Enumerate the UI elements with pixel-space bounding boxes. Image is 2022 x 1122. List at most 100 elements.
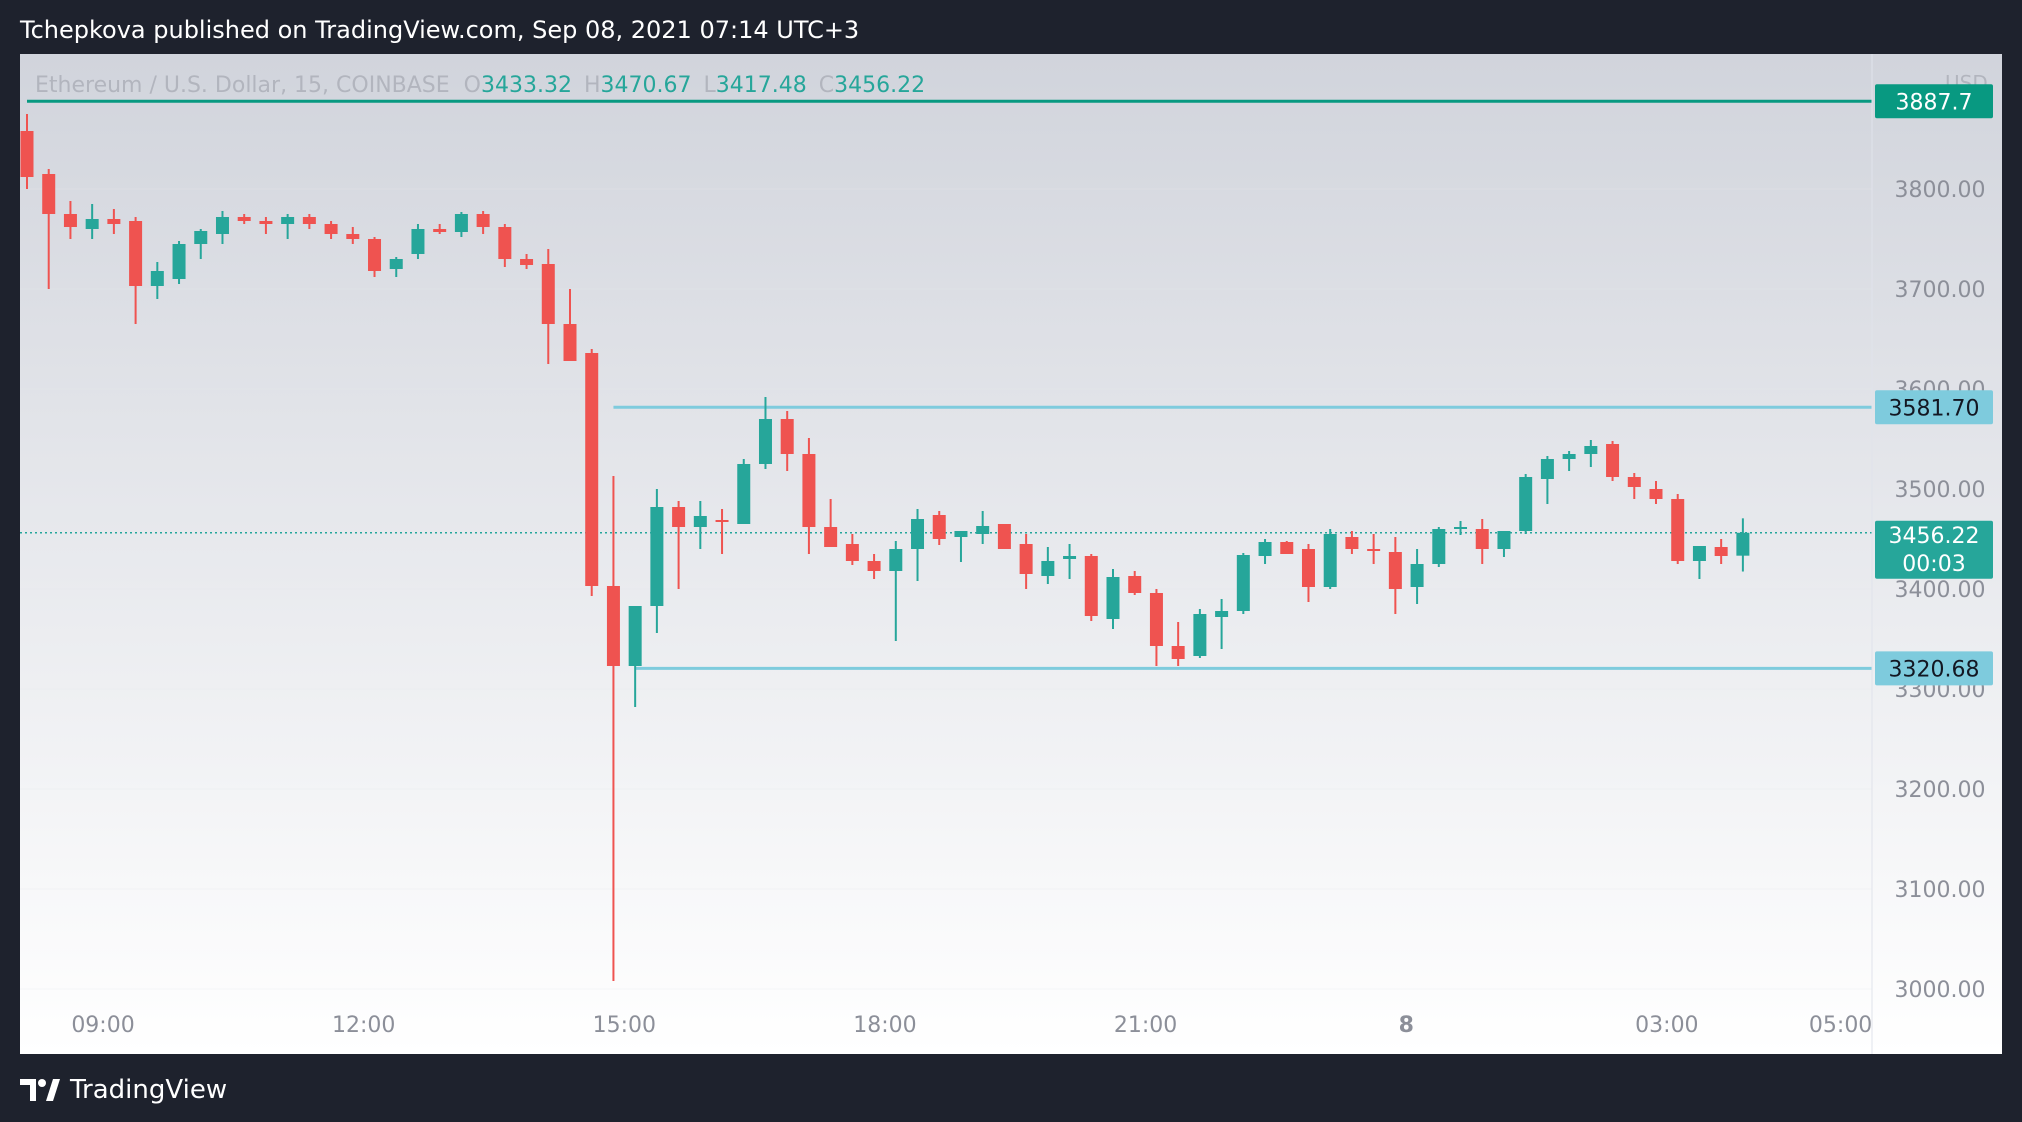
time-tick-label: 18:00 bbox=[853, 1013, 916, 1038]
candle-body bbox=[1084, 556, 1098, 616]
candle-body bbox=[389, 259, 403, 269]
price-tick-label: 3700.00 bbox=[1895, 278, 1986, 303]
time-tick-label: 09:00 bbox=[71, 1013, 134, 1038]
candle-body bbox=[1171, 646, 1185, 659]
price-tick-label: 3200.00 bbox=[1895, 778, 1986, 803]
symbol-title: Ethereum / U.S. Dollar, 15, COINBASE bbox=[35, 73, 450, 98]
candle-body bbox=[867, 561, 881, 571]
candle-body bbox=[1584, 446, 1598, 454]
price-tick-label: 3400.00 bbox=[1895, 578, 1986, 603]
candle-body bbox=[1627, 477, 1641, 487]
candle-body bbox=[1714, 547, 1728, 556]
candle-body bbox=[1540, 459, 1554, 479]
candle-body bbox=[1128, 576, 1142, 593]
candle-body bbox=[802, 454, 816, 527]
candle-body bbox=[215, 217, 229, 234]
candle-body bbox=[932, 515, 946, 539]
candle-body bbox=[1367, 549, 1381, 551]
ohlc-key: O bbox=[464, 73, 481, 98]
candle-body bbox=[129, 221, 143, 286]
candle-body bbox=[433, 229, 447, 232]
candle-body bbox=[1671, 499, 1685, 561]
time-tick-label: 8 bbox=[1399, 1013, 1414, 1038]
level-badge-label: 3581.70 bbox=[1889, 396, 1980, 421]
grid bbox=[20, 188, 1872, 990]
candle-body bbox=[1649, 489, 1663, 499]
candle-body bbox=[194, 231, 208, 244]
level-badge-label: 3887.7 bbox=[1896, 90, 1973, 115]
candle-body bbox=[1019, 544, 1033, 574]
candle-body bbox=[1454, 527, 1468, 529]
candle-body bbox=[563, 324, 577, 361]
chart-container[interactable]: 3000.00 3100.00 3200.00 3300.00 3400.00 3500.… bbox=[20, 54, 2002, 1054]
level-badge bbox=[1875, 84, 1993, 119]
time-tick-label: 03:00 bbox=[1635, 1013, 1698, 1038]
candle-body bbox=[172, 244, 186, 279]
candle-body bbox=[302, 217, 316, 224]
price-badges: 3887.7 3581.70 3320.68 3456.22 00:03 bbox=[1875, 84, 1993, 686]
candle-body bbox=[476, 214, 490, 227]
time-tick-label: 05:00 bbox=[1809, 1013, 1872, 1038]
candle-body bbox=[1041, 561, 1055, 576]
price-axis[interactable]: 3000.003100.003200.003300.003400.003500.… bbox=[1895, 178, 1986, 1003]
candle-body bbox=[1258, 542, 1272, 556]
horizontal-levels[interactable] bbox=[27, 99, 1872, 670]
candle-body bbox=[237, 217, 251, 221]
candle-body bbox=[672, 507, 686, 527]
level-badge bbox=[1875, 651, 1993, 686]
level-badge bbox=[1875, 390, 1993, 425]
tradingview-logo-icon bbox=[20, 1079, 60, 1101]
candle-body bbox=[1692, 546, 1706, 561]
candle-body bbox=[411, 229, 425, 254]
candle-body bbox=[1106, 577, 1120, 619]
candle-body bbox=[954, 531, 968, 537]
ohlc-value: 3433.32 bbox=[481, 73, 572, 98]
ohlc-key: C bbox=[819, 73, 834, 98]
bar-countdown-label: 00:03 bbox=[1902, 552, 1965, 577]
candle-body bbox=[1280, 542, 1294, 554]
candle-body bbox=[1432, 529, 1446, 564]
ohlc-value: 3470.67 bbox=[601, 73, 692, 98]
candle-body bbox=[997, 524, 1011, 549]
footer-brand[interactable]: TradingView bbox=[20, 1070, 227, 1110]
candle-body bbox=[976, 526, 990, 534]
candle-body bbox=[63, 214, 77, 227]
candle-body bbox=[368, 239, 382, 271]
time-axis[interactable]: 09:00 12:00 15:00 18:00 21:00 8 03:00 05:00 bbox=[71, 1013, 1872, 1038]
candle-body bbox=[498, 227, 512, 259]
ohlc-value: 3456.22 bbox=[834, 73, 925, 98]
candle-body bbox=[889, 549, 903, 571]
candlestick-chart[interactable]: 3000.003100.003200.003300.003400.003500.… bbox=[20, 54, 2002, 1054]
candle-body bbox=[259, 221, 273, 224]
candle-body bbox=[346, 234, 360, 239]
candle-body bbox=[1562, 454, 1576, 459]
candle-body bbox=[780, 419, 794, 454]
ohlc-value: 3417.48 bbox=[716, 73, 807, 98]
candle-body bbox=[1236, 555, 1250, 611]
candle-body bbox=[1193, 614, 1207, 656]
candle-body bbox=[1519, 477, 1533, 531]
candle-body bbox=[1149, 593, 1163, 646]
candle-body bbox=[845, 544, 859, 561]
level-badge-label: 3320.68 bbox=[1889, 657, 1980, 682]
ohlc-key: L bbox=[704, 73, 717, 98]
price-tick-label: 3800.00 bbox=[1895, 178, 1986, 203]
candle-body bbox=[541, 264, 555, 324]
time-tick-label: 15:00 bbox=[593, 1013, 656, 1038]
candle-body bbox=[693, 516, 707, 527]
candle-body bbox=[628, 606, 642, 666]
candle-body bbox=[824, 527, 838, 547]
brand-name: TradingView bbox=[70, 1075, 228, 1105]
last-price-badge bbox=[1875, 520, 1993, 579]
candle-body bbox=[1323, 534, 1337, 587]
candle-body bbox=[585, 353, 599, 586]
candle-body bbox=[20, 131, 34, 177]
candle-body bbox=[1497, 531, 1511, 549]
candle-body bbox=[107, 219, 121, 224]
candle-body bbox=[1475, 529, 1489, 549]
candle-body bbox=[150, 271, 164, 286]
candle-body bbox=[85, 219, 99, 229]
candle-body bbox=[650, 507, 664, 606]
candle-body bbox=[1388, 552, 1402, 589]
candle-body bbox=[324, 224, 338, 234]
